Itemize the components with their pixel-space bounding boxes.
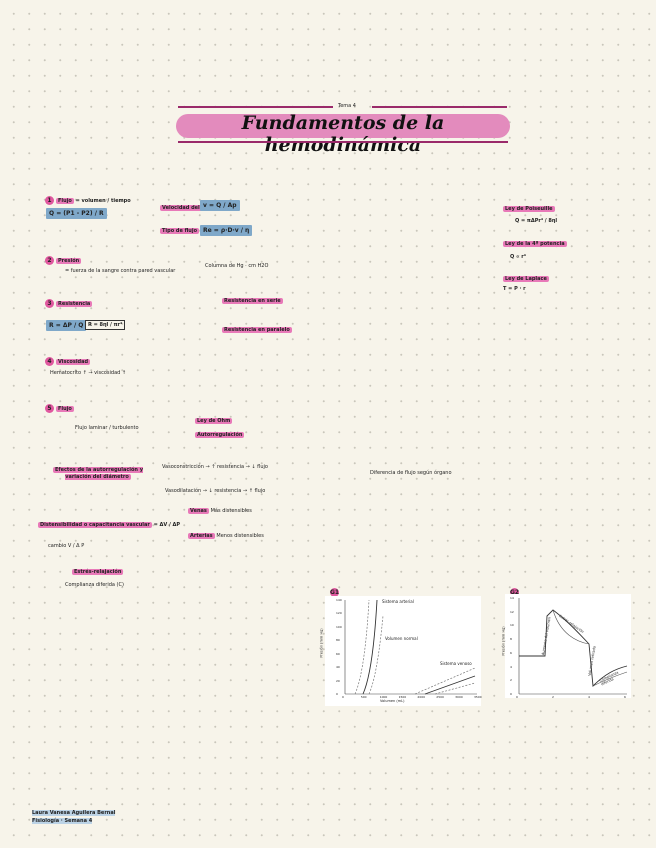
- y-tick-label: 2: [510, 678, 512, 683]
- x-axis-label: Volumen (mL): [380, 699, 405, 703]
- y-tick-label: 80: [336, 638, 340, 643]
- note: cambio V / Δ P: [48, 543, 85, 549]
- note: Vasoconstricción → ↑ resistencia → ↓ flu…: [162, 464, 268, 470]
- y-tick-label: 0: [336, 692, 338, 696]
- law-laplace-heading: Ley de Laplace: [503, 276, 549, 282]
- x-tick-label: 2500: [436, 695, 444, 699]
- branch-label: Resistencia en paralelo: [222, 327, 292, 333]
- y-tick-label: 12: [510, 609, 514, 614]
- graph-badge: G1: [330, 588, 340, 597]
- course-label: Fisiología · Semana 4: [32, 818, 93, 824]
- graph-label: Volumen normal: [385, 636, 418, 641]
- x-tick-label: 0: [516, 695, 518, 699]
- note: Hematocrito ↑ → viscosidad ↑: [50, 370, 127, 376]
- y-axis-label: Presión (mm Hg): [501, 626, 506, 656]
- x-tick-label: 2000: [417, 695, 426, 699]
- title-rule: [372, 106, 507, 108]
- y-tick-label: 4: [510, 664, 512, 669]
- y-tick-label: 100: [336, 624, 342, 629]
- title-banner: [176, 114, 510, 138]
- title-rule: [178, 106, 333, 108]
- formula-box: Q = (P1 - P2) / R: [46, 208, 107, 219]
- y-tick-label: 6: [510, 650, 512, 655]
- y-tick-label: 140: [336, 598, 342, 602]
- branch-label: Tipo de flujo: [160, 228, 200, 234]
- section-flujo-2-heading: 5 Flujo: [45, 404, 74, 413]
- x-tick-label: 4: [588, 695, 590, 699]
- x-tick-label: 6: [624, 695, 626, 699]
- distensibility-heading: Distensibilidad o capacitancia vascular: [38, 522, 152, 528]
- x-tick-label: 1000: [379, 695, 388, 699]
- y-tick-label: 8: [510, 637, 512, 642]
- note: Diferencia de flujo según órgano: [370, 470, 452, 476]
- y-tick-label: 20: [336, 678, 340, 683]
- branch-label: Velocidad del flujo: [160, 205, 216, 211]
- branch-label: Venas: [188, 508, 209, 514]
- y-tick-label: 10: [510, 623, 514, 628]
- note: = fuerza de la sangre contra pared vascu…: [65, 268, 176, 274]
- branch-label: Ley de Ohm: [195, 418, 233, 424]
- note: Vasodilatación → ↓ resistencia → ↑ flujo: [165, 488, 266, 494]
- page-title: Fundamentos de la hemodinámica: [241, 112, 445, 156]
- branch-label: Arterias: [188, 533, 215, 539]
- x-tick-label: 3500: [474, 695, 482, 699]
- title-rule: [178, 141, 508, 143]
- branch-label: Autorregulación: [195, 432, 245, 438]
- y-tick-label: 40: [336, 665, 340, 670]
- x-tick-label: 3000: [455, 695, 463, 699]
- author-name: Laura Vanesa Aguilera Bernal: [32, 810, 116, 816]
- y-tick-label: 120: [336, 611, 342, 616]
- graph-label: Sistema arterial: [382, 599, 414, 604]
- law-formula: T = P · r: [503, 286, 526, 292]
- y-tick-label: 14: [510, 596, 514, 600]
- stress-heading: Estrés-relajación: [72, 569, 124, 575]
- note: Flujo laminar / turbulento: [75, 425, 139, 431]
- graph-badge: G2: [510, 588, 520, 597]
- section-presion-heading: 2 Presión: [45, 256, 82, 265]
- section-flujo-heading: 1 Flujo = volumen / tiempo: [45, 196, 131, 205]
- section-viscosidad-heading: 4 Viscosidad: [45, 357, 91, 366]
- effects-heading: Efectos de la autorregulación y variació…: [52, 467, 143, 480]
- law-poiseuille-heading: Ley de Poiseuille: [503, 206, 555, 212]
- note: Complianza diferida (C): [65, 582, 124, 588]
- x-tick-label: 1500: [398, 695, 407, 699]
- section-resistencia-heading: 3 Resistencia: [45, 299, 93, 308]
- x-tick-label: 500: [360, 695, 367, 699]
- y-tick-label: 60: [336, 651, 340, 656]
- graph-pressure-volume: Sistema arterial Volumen normal Sistema …: [320, 596, 482, 706]
- graph-label: Sistema venoso: [440, 661, 472, 666]
- branch-label: Resistencia en serie: [222, 298, 283, 304]
- y-axis-label: Presión (mm Hg): [319, 628, 324, 658]
- graph-stress-relaxation: Aumento del volumen Estrés-relajación Vo…: [501, 594, 631, 699]
- x-tick-label: 2: [552, 695, 554, 699]
- formula-box: R = 8ηl / πr⁴: [85, 320, 126, 330]
- y-tick-label: 0: [510, 692, 512, 696]
- x-tick-label: 0: [342, 695, 344, 699]
- law-fourth-power-heading: Ley de la 4ª potencia: [503, 241, 567, 247]
- formula-box: Re = ρ·D·v / η: [200, 225, 253, 236]
- law-formula: Q = πΔPr⁴ / 8ηl: [515, 218, 558, 224]
- formula-box: v = Q / Ap: [200, 200, 240, 211]
- formula-box: R = ΔP / Q: [46, 320, 87, 331]
- law-formula: Q ∝ r⁴: [510, 254, 526, 260]
- note: Columna de Hg · cm H2O: [205, 263, 269, 269]
- topic-label: Tema 4: [338, 103, 356, 109]
